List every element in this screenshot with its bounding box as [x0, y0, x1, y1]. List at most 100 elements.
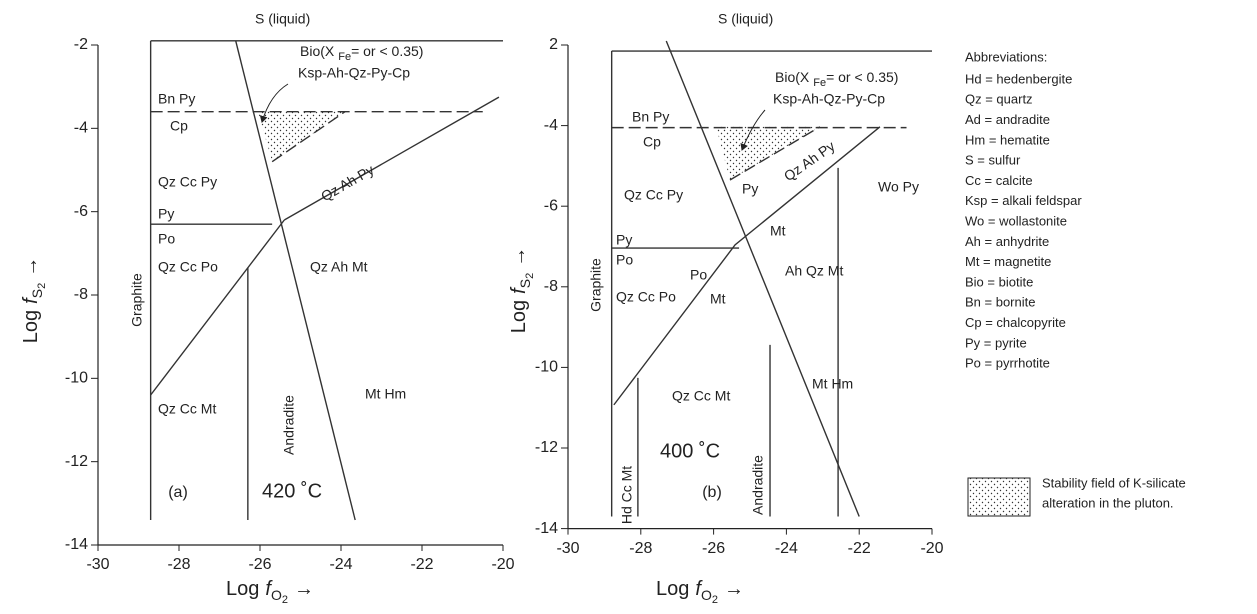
panel-label: (b)	[702, 484, 722, 501]
legend-item: Hd = hedenbergite	[965, 71, 1072, 86]
region-label: Qz Cc Py	[624, 187, 683, 203]
legend-item: Bio = biotite	[965, 274, 1033, 289]
legend-item: Hm = hematite	[965, 132, 1050, 147]
region-label: Mt Hm	[812, 376, 853, 392]
legend-item: Bn = bornite	[965, 295, 1035, 310]
x-tick-label: -24	[329, 556, 352, 573]
y-tick-label: -14	[65, 536, 88, 553]
region-label: Wo Py	[878, 179, 919, 195]
region-label: Qz Cc Po	[616, 289, 676, 305]
phase-boundary	[271, 111, 346, 163]
axis-arrow: →	[294, 578, 314, 600]
region-label: Qz Ah Mt	[310, 259, 368, 275]
legend-item: Ksp = alkali feldspar	[965, 193, 1082, 208]
region-label: Cp	[170, 118, 188, 134]
annotation-sub: Fe	[338, 51, 351, 63]
axis-subsub: 2	[36, 283, 48, 289]
legend-swatch	[967, 477, 1031, 517]
region-label: Py	[158, 206, 174, 222]
axis-log: Log	[508, 300, 530, 333]
annotation-text: Bio(X	[300, 43, 335, 59]
region-label: S (liquid)	[255, 11, 310, 27]
region-label: Py	[616, 232, 632, 248]
region-label: Py	[742, 181, 758, 197]
axis-arrow: →	[724, 578, 744, 600]
axis-subsub: 2	[524, 273, 536, 279]
axis-arrow: →	[20, 257, 42, 277]
xlabel: Log fO2 →	[226, 578, 314, 606]
y-tick-label: 2	[549, 36, 558, 53]
phase-boundary	[665, 40, 860, 517]
y-tick-label: -14	[535, 520, 558, 537]
legend-item: Wo = wollastonite	[965, 214, 1067, 229]
panel-label: (a)	[168, 484, 188, 501]
k-silicate-field	[257, 111, 346, 162]
annotation-arrow	[259, 83, 289, 123]
annotation-text: Bio(X	[775, 69, 810, 85]
ylabel: Log fS2 →	[20, 257, 48, 343]
x-tick-label: -28	[167, 556, 190, 573]
legend-item: S = sulfur	[965, 153, 1021, 168]
legend-item: Ah = anhydrite	[965, 234, 1049, 249]
legend-item: Cc = calcite	[965, 173, 1033, 188]
axis-var: f	[508, 286, 530, 294]
region-label: Po	[616, 252, 633, 268]
region-label: Mt	[710, 291, 726, 307]
legend-item: Mt = magnetite	[965, 254, 1051, 269]
x-tick-label: -26	[702, 540, 725, 557]
axis-arrow: →	[508, 247, 530, 267]
x-tick-label: -26	[248, 556, 271, 573]
x-tick-label: -28	[629, 540, 652, 557]
region-label: Graphite	[588, 258, 604, 312]
phase-boundary	[235, 40, 356, 521]
region-label: S (liquid)	[718, 11, 773, 27]
axis-var: f	[265, 578, 273, 600]
phase-boundary	[729, 126, 821, 181]
region-label: Qz Cc Mt	[158, 401, 216, 417]
annotation: Bio(X Fe= or < 0.35)	[300, 43, 423, 63]
region-label: Po	[690, 267, 707, 283]
y-tick-label: -4	[74, 120, 88, 137]
annotation-arrow	[740, 109, 766, 151]
y-tick-label: -10	[535, 359, 558, 376]
x-tick-label: -24	[775, 540, 798, 557]
x-tick-label: -20	[920, 540, 943, 557]
phase-boundary	[283, 96, 500, 221]
phase-boundary	[150, 219, 285, 396]
x-tick-label: -22	[410, 556, 433, 573]
region-label: Qz Ah Py	[318, 161, 377, 204]
region-label: Mt Hm	[365, 386, 406, 402]
legend-item: Cp = chalcopyrite	[965, 315, 1066, 330]
region-label: Andradite	[281, 395, 297, 455]
annotation-text: = or < 0.35)	[351, 43, 423, 59]
axis-subsub: 2	[712, 594, 718, 606]
x-tick-label: -30	[86, 556, 109, 573]
legend-item: Po = pyrrhotite	[965, 356, 1050, 371]
region-label: Cp	[643, 134, 661, 150]
y-tick-label: -2	[74, 36, 88, 53]
y-tick-label: -10	[65, 370, 88, 387]
annotation: Ksp-Ah-Qz-Py-Cp	[298, 65, 410, 81]
region-label: Hd Cc Mt	[619, 466, 635, 524]
y-tick-label: -12	[65, 453, 88, 470]
region-label: Mt	[770, 223, 786, 239]
region-label: Graphite	[129, 273, 145, 327]
axis-sub: S	[29, 289, 45, 298]
legend-key: Stability field of K-silicate	[1042, 475, 1186, 490]
region-label: Bn Py	[158, 91, 195, 107]
axis-var: f	[20, 296, 42, 304]
region-label: Andradite	[750, 455, 766, 515]
phase-boundary	[613, 126, 881, 406]
legend-item: Ad = andradite	[965, 112, 1050, 127]
region-label: Qz Cc Po	[158, 259, 218, 275]
annotation: Bio(X Fe= or < 0.35)	[775, 69, 898, 89]
ylabel: Log fS2 →	[508, 247, 536, 333]
x-tick-label: -22	[848, 540, 871, 557]
region-label: Qz Cc Mt	[672, 388, 730, 404]
y-tick-label: -6	[544, 197, 558, 214]
temperature: 400 ˚C	[660, 440, 720, 462]
temperature: 420 ˚C	[262, 480, 322, 502]
x-tick-label: -30	[556, 540, 579, 557]
axis-log: Log	[656, 578, 689, 600]
